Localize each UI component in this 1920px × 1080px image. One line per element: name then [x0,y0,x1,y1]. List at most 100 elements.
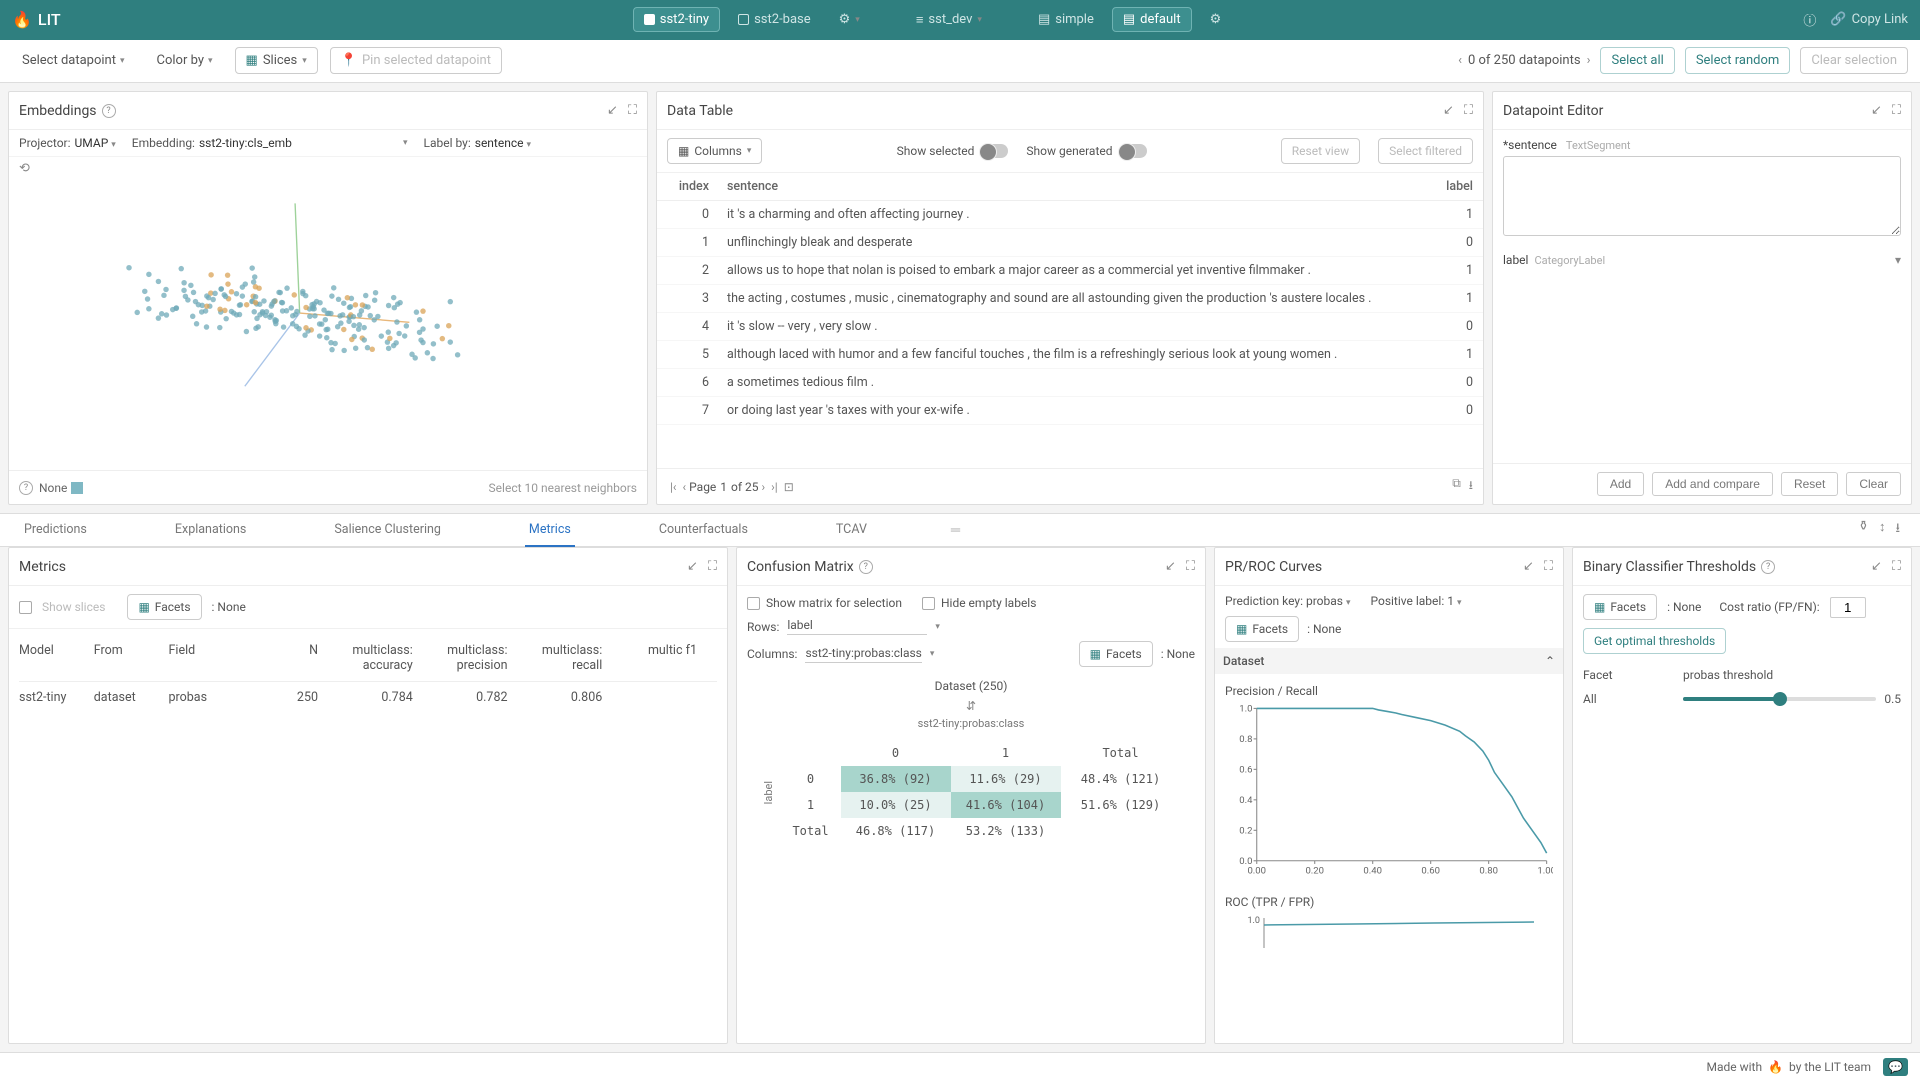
collapse-icon[interactable]: ↙ [1165,559,1176,574]
facets-button[interactable]: ▦ Facets [1225,616,1299,642]
tab-tcav[interactable]: TCAV [832,514,871,547]
projector-select[interactable]: UMAP ▾ [75,136,116,150]
first-page-button[interactable]: |‹ [667,480,680,494]
table-row[interactable]: 5although laced with humor and a few fan… [657,341,1483,369]
download-icon[interactable]: ⭳ [1895,519,1900,541]
tab-salience-clustering[interactable]: Salience Clustering [330,514,445,547]
collapse-icon[interactable]: ↙ [1871,559,1882,574]
add-button[interactable]: Add [1597,472,1644,496]
collapse-icon[interactable]: ↙ [1443,103,1454,118]
fullscreen-icon[interactable]: ⛶ [708,559,717,574]
facets-button[interactable]: ▦ Facets [127,594,201,620]
tab-metrics[interactable]: Metrics [525,514,575,547]
table-row[interactable]: 6a sometimes tedious film .0 [657,369,1483,397]
expand-icon[interactable]: ⊡ [781,480,797,494]
facets-button[interactable]: ▦ Facets [1583,594,1657,620]
table-row[interactable]: 3the acting , costumes , music , cinemat… [657,285,1483,313]
transpose-icon[interactable]: ⇵ [966,699,976,713]
rows-select[interactable]: label [787,618,927,635]
column-header-sentence[interactable]: sentence [727,179,1413,194]
sentence-input[interactable] [1503,156,1901,236]
cols-select[interactable]: sst2-tiny:probas:class [805,646,921,663]
nearest-neighbors-button[interactable]: Select 10 nearest neighbors [489,481,637,495]
copy-icon[interactable]: ⧉ [1452,476,1461,497]
reset-button[interactable]: Reset [1781,472,1838,496]
collapse-icon[interactable]: ↙ [1523,559,1534,574]
show-generated-toggle[interactable] [1119,144,1147,158]
table-row[interactable]: 2allows us to hope that nolan is poised … [657,257,1483,285]
columns-button[interactable]: ▦ Columns ▾ [667,138,762,164]
sort-icon[interactable]: ↕ [1879,519,1886,541]
model-settings-button[interactable]: ⚙▾ [829,8,870,31]
matrix-cell[interactable]: 48.4% (121) [1061,766,1181,792]
prev-page-button[interactable]: ‹ [680,480,690,494]
slices-button[interactable]: ▦ Slices▾ [235,47,318,74]
matrix-cell[interactable]: 36.8% (92) [841,766,951,792]
help-icon[interactable]: ? [102,104,116,118]
pos-label-select[interactable]: 1 ▾ [1447,594,1461,608]
copy-link-button[interactable]: 🔗 Copy Link [1830,10,1908,29]
collapse-icon[interactable]: ↙ [1871,103,1882,118]
help-icon[interactable]: ? [19,481,33,495]
threshold-slider[interactable] [1683,697,1876,701]
fullscreen-icon[interactable]: ⛶ [1892,103,1901,118]
matrix-cell[interactable]: 10.0% (25) [841,792,951,818]
reset-view-icon[interactable]: ⟲ [19,161,30,176]
tab-explanations[interactable]: Explanations [171,514,250,547]
next-datapoint-button[interactable]: › [1587,53,1591,68]
collapse-icon[interactable]: ↙ [607,103,618,118]
matrix-cell[interactable]: 41.6% (104) [951,792,1061,818]
matrix-cell[interactable]: 46.8% (117) [841,818,951,844]
last-page-button[interactable]: ›| [768,480,781,494]
fullscreen-icon[interactable]: ⛶ [1544,559,1553,574]
table-row[interactable]: 4it 's slow -- very , very slow .0 [657,313,1483,341]
tab-predictions[interactable]: Predictions [20,514,91,547]
show-selected-toggle[interactable] [980,144,1008,158]
embedding-select[interactable]: sst2-tiny:cls_emb [199,136,359,150]
add-compare-button[interactable]: Add and compare [1652,472,1773,496]
tab-counterfactuals[interactable]: Counterfactuals [655,514,752,547]
global-settings-button[interactable]: ⚙ [1200,8,1232,31]
dataset-chip[interactable]: ≡ sst_dev ▾ [906,8,992,32]
reset-view-button[interactable]: Reset view [1281,138,1360,164]
hide-empty-checkbox[interactable] [922,597,935,610]
select-filtered-button[interactable]: Select filtered [1378,138,1473,164]
layout-chip-simple[interactable]: ▤ simple [1028,8,1104,31]
table-row[interactable]: 7or doing last year 's taxes with your e… [657,397,1483,425]
column-header-index[interactable]: index [667,179,727,194]
show-matrix-selection-checkbox[interactable] [747,597,760,610]
prev-datapoint-button[interactable]: ‹ [1458,53,1462,68]
table-row[interactable]: 0it 's a charming and often affecting jo… [657,201,1483,229]
facets-button[interactable]: ▦ Facets [1079,641,1153,667]
collapse-section-icon[interactable]: ⌃ [1545,654,1555,668]
column-header-label[interactable]: label [1413,179,1473,194]
pin-button[interactable]: 📍 Pin selected datapoint [330,47,502,74]
cost-ratio-input[interactable] [1830,597,1866,618]
clear-button[interactable]: Clear [1846,472,1901,496]
select-random-button[interactable]: Select random [1685,47,1791,74]
download-icon[interactable]: ⭳ [1469,476,1473,497]
drag-handle-icon[interactable]: ═ [951,522,962,538]
table-row[interactable]: 1unflinchingly bleak and desperate0 [657,229,1483,257]
model-chip-sst2-tiny[interactable]: sst2-tiny [633,7,720,32]
help-icon[interactable]: ⓘ [1803,10,1816,29]
next-page-button[interactable]: › [759,480,769,494]
matrix-cell[interactable]: 51.6% (129) [1061,792,1181,818]
chat-icon[interactable]: 💬 [1883,1058,1908,1076]
filter-icon[interactable]: ⚱ [1858,519,1869,541]
clear-selection-button[interactable]: Clear selection [1800,47,1908,74]
fullscreen-icon[interactable]: ⛶ [1464,103,1473,118]
color-by-dropdown[interactable]: Color by▾ [147,47,223,74]
layout-chip-default[interactable]: ▤ default [1112,7,1192,32]
fullscreen-icon[interactable]: ⛶ [1186,559,1195,574]
matrix-cell[interactable]: 53.2% (133) [951,818,1061,844]
select-all-button[interactable]: Select all [1600,47,1674,74]
select-datapoint-dropdown[interactable]: Select datapoint▾ [12,47,135,74]
get-optimal-button[interactable]: Get optimal thresholds [1583,628,1726,654]
help-icon[interactable]: ? [1761,560,1775,574]
labelby-select[interactable]: sentence ▾ [475,136,531,150]
fullscreen-icon[interactable]: ⛶ [628,103,637,118]
show-slices-checkbox[interactable] [19,601,32,614]
embeddings-scatter[interactable] [9,180,647,436]
pred-key-select[interactable]: probas ▾ [1306,594,1351,608]
